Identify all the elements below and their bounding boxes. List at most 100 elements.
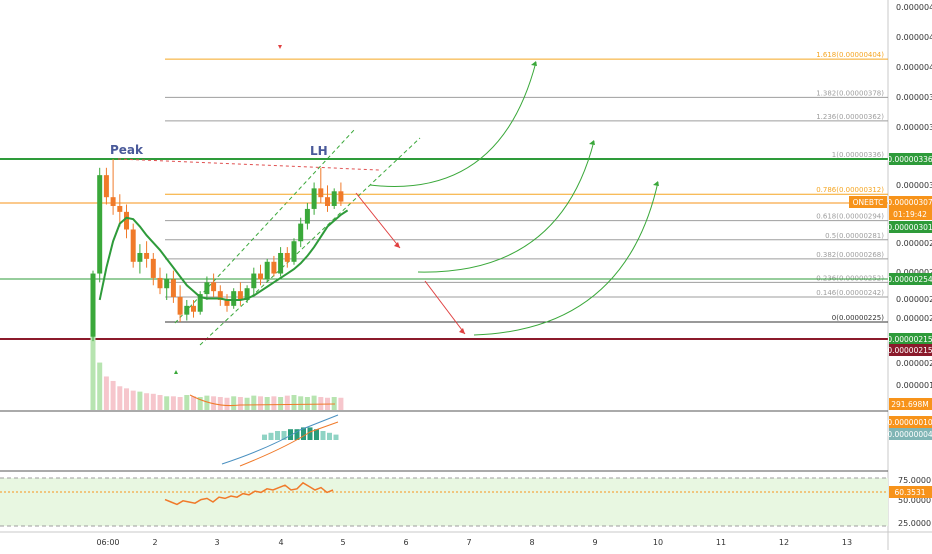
histogram-bar — [262, 434, 267, 440]
price-label-box — [889, 196, 932, 208]
price-tick-label: 0.00000320 — [896, 181, 932, 190]
volume-bar — [318, 397, 324, 410]
symbol-tag: ONEBTC — [853, 198, 884, 207]
price-label-box — [889, 333, 932, 345]
rsi-tick-label: 75.0000 — [898, 476, 931, 485]
fib-label: 0.786(0.00000312) — [816, 186, 884, 194]
candle-body — [164, 279, 170, 289]
red-arrow-1-head — [394, 242, 400, 248]
rsi-tick-label: 50.0000 — [898, 496, 931, 505]
histogram-bar — [320, 431, 326, 440]
price-label-text: 0.00000301 — [887, 223, 932, 232]
price-label-box — [889, 208, 932, 220]
volume-bars — [90, 335, 344, 410]
volume-bar — [211, 396, 217, 410]
candle-body — [237, 291, 243, 300]
candle-body — [90, 273, 96, 337]
candle-body — [170, 279, 176, 298]
red-arrow-2[interactable] — [424, 280, 466, 335]
time-tick-label: 3 — [214, 538, 219, 547]
volume-bar — [170, 396, 176, 410]
candle-body — [298, 223, 304, 242]
fib-label: 1.618(0.00000404) — [816, 51, 884, 59]
time-axis[interactable]: 06:00 2 3 4 5 6 7 8 9 10 11 12 13 — [96, 538, 852, 547]
candle-body — [184, 305, 190, 315]
candle-body — [211, 282, 217, 292]
time-tick-label: 10 — [653, 538, 663, 547]
volume-bar — [164, 396, 170, 410]
candle-body — [130, 229, 136, 262]
price-label-box — [889, 273, 932, 285]
candles[interactable] — [90, 159, 344, 342]
price-tick-label: 0.00000260 — [896, 268, 932, 277]
price-label-box — [889, 153, 932, 165]
volume-bar — [204, 395, 210, 410]
price-label-text: 0.00000336 — [887, 155, 932, 164]
candle-body — [217, 291, 223, 300]
volume-bar — [224, 397, 230, 410]
red-arrow-2-head — [459, 328, 465, 334]
candle-body — [197, 294, 203, 312]
candle-body — [278, 252, 284, 274]
volume-ma-line — [189, 394, 336, 406]
volume-label-text: 0.00000004 — [887, 430, 932, 439]
green-arrow-1[interactable] — [369, 61, 537, 187]
candle-body — [325, 197, 330, 206]
red-arrow-1[interactable] — [355, 192, 401, 249]
peak-lh-trendline[interactable] — [117, 158, 381, 171]
rsi-band — [0, 478, 888, 526]
volume-bar — [110, 380, 116, 410]
symbol-tag-box — [849, 196, 887, 208]
candle-body — [338, 191, 344, 202]
green-arrow-3-head — [653, 181, 659, 186]
fib-label: 1.382(0.00000378) — [816, 89, 884, 97]
time-tick-label: 2 — [152, 538, 157, 547]
volume-bar — [258, 396, 263, 410]
candle-body — [318, 188, 324, 198]
green-arrow-3[interactable] — [473, 181, 659, 336]
price-tick-label: 0.00000230 — [896, 314, 932, 323]
volume-label-box — [889, 398, 932, 410]
volume-bar — [191, 396, 196, 410]
volume-bar — [237, 397, 243, 410]
histogram-bar — [268, 432, 274, 440]
green-arrow-2[interactable] — [417, 140, 595, 273]
price-tick-label: 0.00000280 — [896, 239, 932, 248]
volume-label-box — [889, 416, 932, 428]
price-labels: 0.00000336 0.00000307 01:19:42 0.00000301 0.… — [849, 153, 932, 498]
fib-label: 1.236(0.00000362) — [816, 113, 884, 121]
volume-bar — [338, 397, 344, 410]
drawings[interactable] — [0, 45, 888, 374]
candle-body — [304, 208, 310, 224]
candle-body — [311, 188, 317, 209]
price-label-text: 01:19:42 — [893, 210, 927, 219]
rsi-pane — [164, 481, 334, 506]
volume-bar — [157, 395, 163, 410]
volume-bar — [217, 397, 223, 410]
volume-bar — [298, 396, 304, 410]
volume-bar — [271, 396, 277, 410]
fib-label: 1(0.00000336) — [832, 151, 884, 159]
rsi-tick-label: 25.0000 — [898, 519, 931, 528]
volume-bar — [251, 395, 257, 410]
lh-annotation: LH — [310, 144, 328, 158]
candle-body — [97, 175, 103, 274]
volume-label-box — [889, 428, 932, 440]
price-tick-label: 0.00000400 — [896, 63, 932, 72]
green-arrow-2-head — [589, 140, 595, 145]
histogram-bar — [314, 429, 319, 440]
indicator-line-1 — [221, 414, 339, 465]
candle-body — [284, 252, 290, 262]
fib-label: 0.5(0.00000281) — [825, 232, 884, 240]
histogram-bar — [281, 431, 287, 440]
up-marker — [174, 370, 178, 374]
peak-annotation: Peak — [110, 143, 144, 157]
volume-bar — [278, 397, 284, 410]
candle-body — [110, 197, 116, 206]
candle-body — [331, 191, 337, 206]
volume-bar — [291, 395, 297, 410]
channel-lower-line[interactable] — [199, 137, 421, 346]
price-axis[interactable]: 0.00000440 0.00000420 0.00000400 0.00000380… — [896, 3, 932, 528]
